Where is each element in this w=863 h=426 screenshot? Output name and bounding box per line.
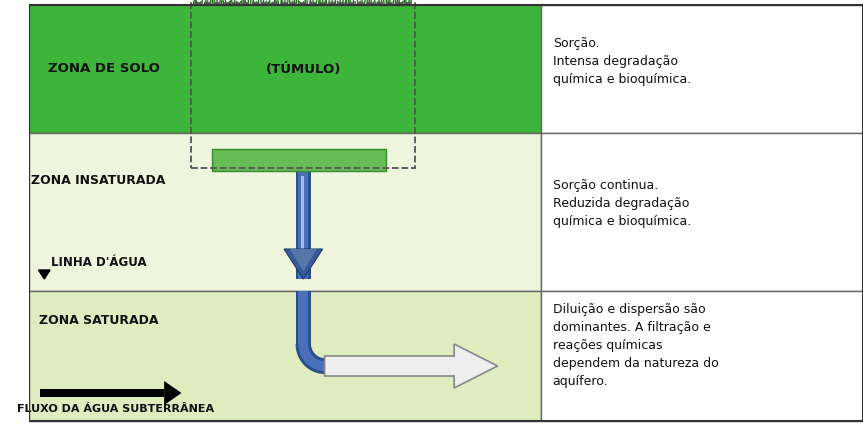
Bar xyxy=(192,3,415,168)
Bar xyxy=(541,291,863,421)
Bar xyxy=(299,171,308,279)
Text: FLUXO DA ÁGUA SUBTERRÂNEA: FLUXO DA ÁGUA SUBTERRÂNEA xyxy=(17,404,214,414)
Bar xyxy=(41,389,164,397)
Bar xyxy=(324,358,454,374)
Bar xyxy=(212,149,387,171)
Text: Sorção continua.
Reduzida degradação
química e bioquímica.: Sorção continua. Reduzida degradação quí… xyxy=(552,179,691,228)
Bar xyxy=(299,291,308,344)
Text: (TÚMULO): (TÚMULO) xyxy=(266,63,341,75)
Bar xyxy=(28,5,541,133)
Bar xyxy=(541,133,863,291)
Bar xyxy=(296,171,311,279)
Text: Sorção.
Intensa degradação
química e bioquímica.: Sorção. Intensa degradação química e bio… xyxy=(552,37,691,86)
Bar xyxy=(28,133,541,291)
Polygon shape xyxy=(284,249,323,279)
Bar xyxy=(324,361,454,371)
Text: ZONA SATURADA: ZONA SATURADA xyxy=(39,314,158,328)
Polygon shape xyxy=(324,344,498,388)
Text: LINHA D'ÁGUA: LINHA D'ÁGUA xyxy=(51,256,146,270)
Bar xyxy=(301,176,305,274)
Text: ZONA DE SOLO: ZONA DE SOLO xyxy=(48,63,161,75)
Bar xyxy=(541,5,863,133)
Bar xyxy=(28,291,541,421)
Text: ZONA INSATURADA: ZONA INSATURADA xyxy=(31,175,166,187)
Polygon shape xyxy=(299,344,324,371)
Polygon shape xyxy=(39,270,50,279)
Bar xyxy=(296,291,311,344)
Polygon shape xyxy=(290,249,317,271)
Polygon shape xyxy=(164,381,181,405)
Polygon shape xyxy=(296,344,324,374)
Text: Diluição e dispersão são
dominantes. A filtração e
reações químicas
dependem da : Diluição e dispersão são dominantes. A f… xyxy=(552,303,719,389)
